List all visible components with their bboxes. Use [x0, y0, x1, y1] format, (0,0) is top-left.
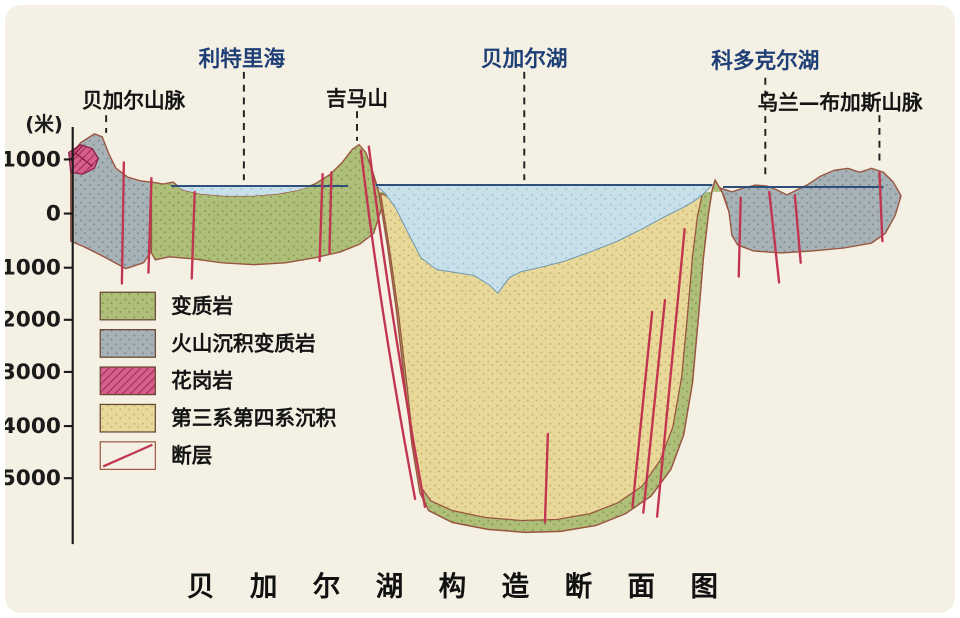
axis-tick-label: 3000 [5, 360, 61, 385]
lake-baikal-label: 贝加尔湖 [481, 46, 568, 72]
fault-line [367, 145, 427, 508]
fault-line [642, 298, 667, 514]
fault-line [655, 228, 686, 518]
legend-label-sediment: 第三系第四系沉积 [171, 406, 337, 430]
axis-tick-label: 2000 [5, 308, 61, 333]
legend-swatch-sediment [99, 403, 156, 433]
baikal-range-label: 贝加尔山脉 [82, 88, 186, 112]
fault-line [878, 171, 884, 243]
legend: 变质岩 火山沉积变质岩 花岗岩 第三系第四系沉积 断层 [99, 291, 337, 470]
axis-unit-label: (米) [25, 113, 63, 136]
diagram-canvas: (米) 1000 0 1000 2000 3000 4000 5000 利特里海… [5, 5, 955, 613]
axis-ticks [63, 158, 73, 480]
fault-line [190, 190, 196, 280]
ulan-bugas-range-label: 乌兰—布加斯山脉 [757, 90, 923, 114]
axis-tick-label: 5000 [5, 466, 61, 491]
fault-lines [120, 145, 884, 524]
label-pointers [105, 71, 881, 181]
fault-line [318, 173, 324, 262]
cross-section-svg: (米) 1000 0 1000 2000 3000 4000 5000 利特里海… [5, 46, 923, 602]
littri-sea-water-sliver [176, 186, 311, 196]
fault-line [120, 161, 126, 285]
elevation-axis [63, 126, 74, 545]
legend-swatch-metamorphic [99, 291, 156, 321]
axis-tick-label: 1000 [5, 256, 61, 281]
legend-label-granite: 花岗岩 [171, 369, 233, 393]
kodokr-lake-label: 科多克尔湖 [711, 48, 819, 74]
legend-swatch-volcanic-metamorphic [99, 329, 156, 358]
legend-fault-line [102, 443, 153, 468]
littri-sea-label: 利特里海 [199, 46, 286, 72]
legend-swatch-granite [99, 366, 156, 396]
volcanic-metamorphic-right-body [718, 167, 902, 254]
axis-tick-label: 1000 [5, 147, 61, 172]
fault-line [543, 432, 550, 524]
legend-label-metamorphic: 变质岩 [171, 294, 233, 318]
axis-tick-label: 4000 [5, 414, 61, 439]
fault-line [359, 149, 417, 501]
jima-mountain-label: 吉马山 [326, 86, 388, 110]
lake-baikal-water-body [374, 184, 714, 295]
legend-label-fault: 断层 [171, 443, 212, 467]
fault-line [631, 310, 654, 508]
diagram-title: 贝加尔湖构造断面图 [187, 570, 754, 602]
fault-line [737, 196, 742, 278]
metamorphic-rock-terrain [150, 143, 383, 266]
axis-tick-label: 0 [46, 201, 61, 226]
fault-line [147, 176, 153, 274]
fault-line [793, 193, 802, 264]
fault-line [768, 190, 781, 284]
fault-line [328, 171, 333, 255]
water-surface-lines [171, 184, 884, 188]
legend-label-volcanic-metamorphic: 火山沉积变质岩 [171, 331, 316, 355]
